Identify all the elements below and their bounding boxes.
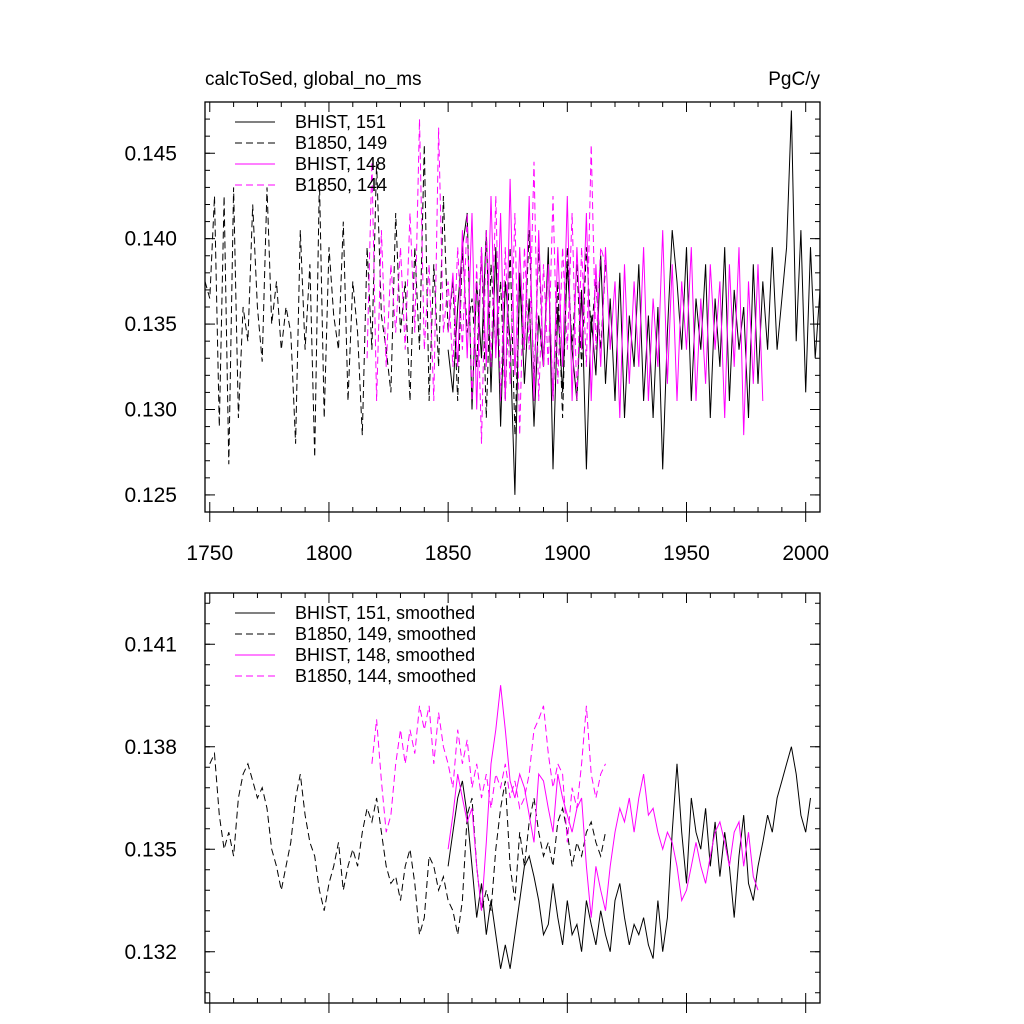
bottom-axes: 0.132 0.135 0.138 0.141 [124,593,820,1013]
bottom-ytick-label: 0.141 [124,633,177,656]
top-legend-label-2: BHIST, 148 [295,154,386,174]
bottom-legend-label-3: B1850, 144, smoothed [295,666,476,686]
bottom-legend-label-0: BHIST, 151, smoothed [295,603,475,623]
top-title-right: PgC/y [768,69,820,90]
bottom-ytick-label: 0.132 [124,941,177,964]
bottom-panel: 0.132 0.135 0.138 0.141 BHIST, 151, smoothe… [124,592,821,1013]
top-series-line-0 [447,110,821,495]
bottom-ytick-label: 0.138 [124,736,177,759]
top-xtick-label: 1750 [186,542,233,565]
top-ytick-label: 0.135 [124,313,177,336]
bottom-plot-frame [204,592,821,1004]
top-axes: 1750 1800 1850 1900 1950 2000 0.125 0.130 0.135 0… [124,101,829,565]
bottom-legend-label-2: BHIST, 148, smoothed [295,645,475,665]
top-ytick-label: 0.140 [124,228,177,251]
top-legend-label-0: BHIST, 151 [295,112,386,132]
top-legend-label-1: B1850, 149 [295,133,387,153]
top-plot-frame [204,101,821,513]
top-ytick-label: 0.125 [124,484,177,507]
bottom-series-line-1 [209,751,606,935]
top-xtick-label: 1900 [544,542,591,565]
bottom-series-line-0 [447,746,811,969]
top-title-left: calcToSed, global_no_ms [205,69,422,90]
top-xtick-label: 2000 [782,542,829,565]
bottom-series-group [209,685,811,969]
top-panel: calcToSed, global_no_ms PgC/y 1750 1800 18… [124,69,829,565]
bottom-series-line-3 [371,705,606,843]
top-legend-label-3: B1850, 144 [295,175,387,195]
top-ytick-label: 0.130 [124,399,177,422]
top-series-group [204,110,821,495]
top-xtick-label: 1950 [663,542,710,565]
bottom-legend-label-1: B1850, 149, smoothed [295,624,476,644]
top-ytick-label: 0.145 [124,142,177,165]
top-xtick-label: 1850 [425,542,472,565]
top-xtick-label: 1800 [306,542,353,565]
top-series-line-2 [447,178,764,436]
top-series-line-3 [366,119,606,444]
bottom-ytick-label: 0.135 [124,838,177,861]
bottom-series-line-2 [447,685,759,918]
